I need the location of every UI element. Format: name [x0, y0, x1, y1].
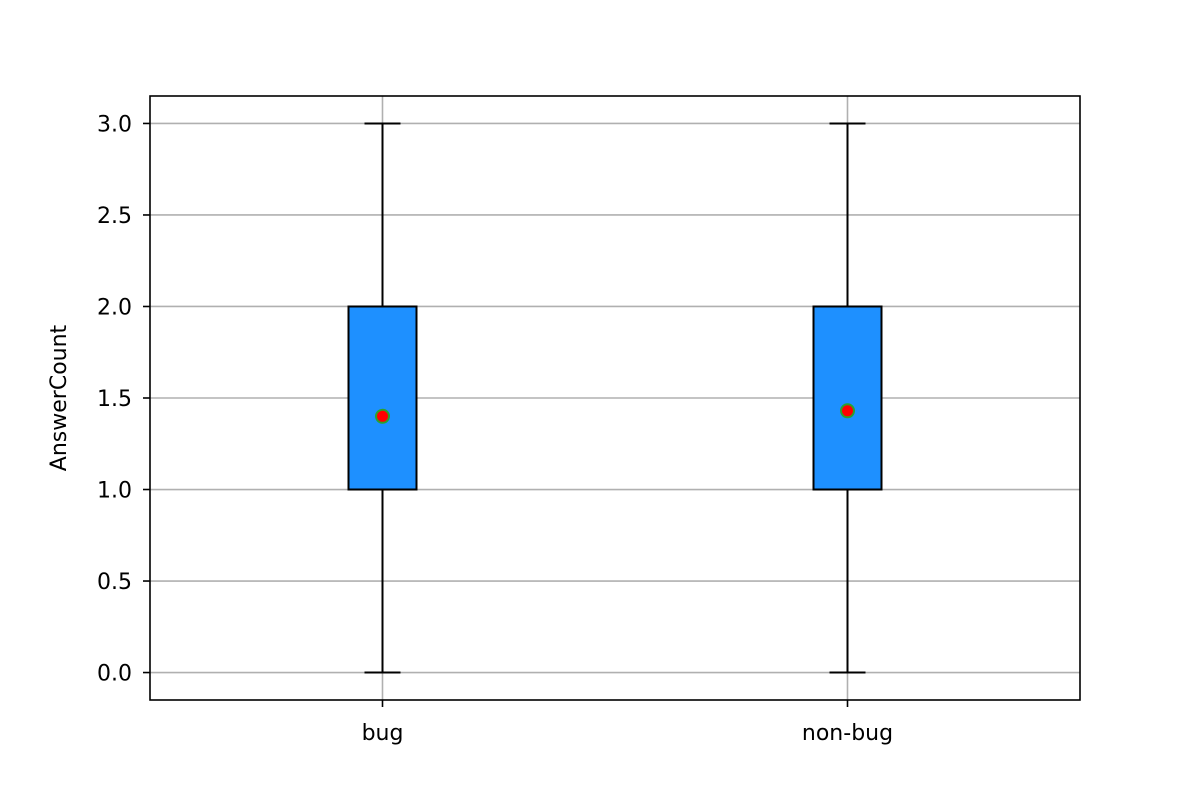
x-tick-label: non-bug [802, 721, 893, 746]
y-tick-label: 1.5 [97, 387, 132, 412]
mean-marker [375, 408, 390, 424]
iqr-box [347, 305, 418, 491]
y-tick-label: 3.0 [97, 112, 132, 137]
y-axis-label: AnswerCount [47, 324, 72, 471]
y-tick-label: 1.0 [97, 479, 132, 504]
y-tick-label: 2.5 [97, 204, 132, 229]
y-tick-label: 0.0 [97, 662, 132, 687]
x-tick-label: bug [362, 721, 404, 746]
mean-marker [840, 403, 855, 419]
iqr-box [812, 305, 883, 491]
y-tick-label: 0.5 [97, 570, 132, 595]
axis-ticks: 0.0 0.5 1.0 1.5 2.0 2.5 3.0 bug non-bug [97, 112, 893, 746]
box-series [347, 122, 883, 674]
y-tick-label: 2.0 [97, 295, 132, 320]
